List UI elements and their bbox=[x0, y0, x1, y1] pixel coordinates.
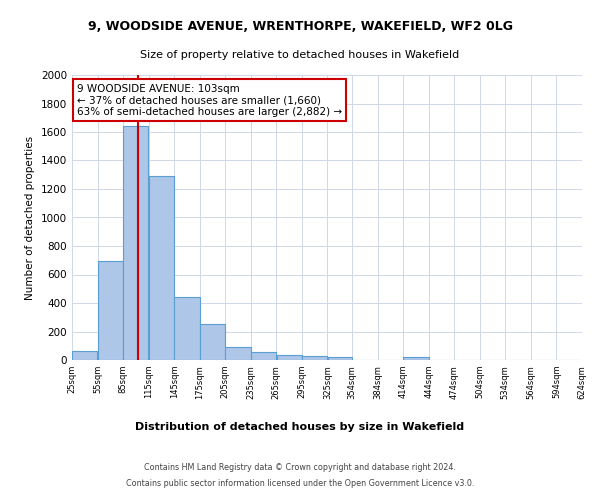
Text: Size of property relative to detached houses in Wakefield: Size of property relative to detached ho… bbox=[140, 50, 460, 60]
Bar bbox=[123, 126, 148, 360]
Bar bbox=[302, 356, 327, 360]
Bar bbox=[149, 176, 174, 360]
Bar bbox=[200, 324, 225, 360]
Bar bbox=[175, 296, 199, 360]
Bar bbox=[251, 352, 276, 360]
Bar bbox=[328, 358, 352, 360]
Bar bbox=[277, 354, 302, 360]
Bar bbox=[72, 350, 97, 360]
Bar bbox=[98, 261, 123, 360]
Text: Contains public sector information licensed under the Open Government Licence v3: Contains public sector information licen… bbox=[126, 478, 474, 488]
Text: 9 WOODSIDE AVENUE: 103sqm
← 37% of detached houses are smaller (1,660)
63% of se: 9 WOODSIDE AVENUE: 103sqm ← 37% of detac… bbox=[77, 84, 342, 116]
Text: 9, WOODSIDE AVENUE, WRENTHORPE, WAKEFIELD, WF2 0LG: 9, WOODSIDE AVENUE, WRENTHORPE, WAKEFIEL… bbox=[88, 20, 512, 33]
Bar bbox=[226, 348, 251, 360]
Y-axis label: Number of detached properties: Number of detached properties bbox=[25, 136, 35, 300]
Text: Distribution of detached houses by size in Wakefield: Distribution of detached houses by size … bbox=[136, 422, 464, 432]
Bar bbox=[403, 358, 428, 360]
Text: Contains HM Land Registry data © Crown copyright and database right 2024.: Contains HM Land Registry data © Crown c… bbox=[144, 464, 456, 472]
